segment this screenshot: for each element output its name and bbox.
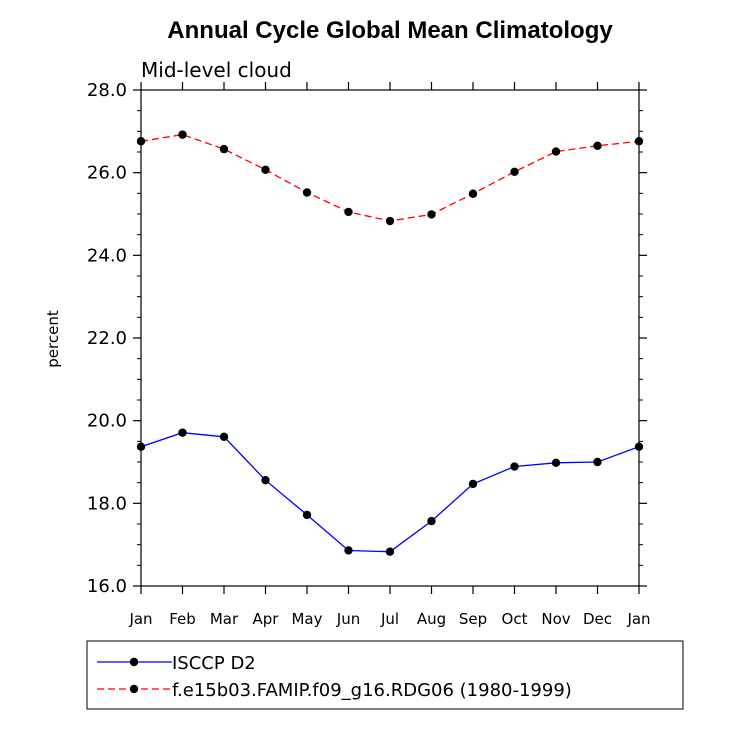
y-tick-label: 26.0 [87, 163, 127, 184]
series-1-point [551, 147, 561, 156]
legend-marker-0 [129, 657, 139, 667]
series-0-point [468, 479, 478, 489]
legend: ISCCP D2 f.e15b03.FAMIP.f09_g16.RDG06 (19… [86, 640, 684, 710]
series-1-point [510, 167, 519, 177]
series-1-point [593, 141, 602, 150]
series-line-0 [140, 432, 640, 553]
series-1-point [219, 144, 229, 154]
plot-frame [140, 89, 640, 587]
y-tick-label: 18.0 [87, 493, 127, 514]
x-tick-label: Feb [169, 610, 196, 628]
series-1-point [468, 189, 478, 198]
y-tick-label: 28.0 [87, 80, 127, 101]
x-tick-label: Nov [541, 610, 570, 628]
series-0-point [593, 457, 602, 467]
series-1-point [344, 207, 353, 217]
x-tick-label: Dec [583, 610, 612, 628]
x-tick-label: Mar [210, 610, 239, 628]
chart-title: Annual Cycle Global Mean Climatology [167, 17, 613, 44]
x-tick-label: Oct [502, 610, 528, 628]
y-tick-label: 20.0 [87, 411, 127, 432]
legend-label-0: ISCCP D2 [172, 653, 256, 674]
x-tick-label: Aug [417, 610, 446, 628]
series-line-1 [140, 133, 640, 222]
x-tick-label: Jun [336, 610, 360, 628]
x-tick-label: May [291, 610, 322, 628]
x-tick-label: Jul [380, 610, 399, 628]
series-1-point [385, 216, 395, 226]
series-0-point [178, 428, 187, 437]
series-0-point [344, 546, 353, 555]
series-1-point [427, 210, 436, 219]
series-1-point [178, 130, 187, 139]
x-tick-label: Jan [128, 610, 152, 628]
series-0-point [427, 516, 436, 526]
series-0-point [551, 458, 561, 468]
chart-subtitle: Mid-level cloud [141, 58, 292, 82]
x-tick-label: Sep [459, 610, 487, 628]
y-tick-label: 16.0 [87, 576, 127, 597]
legend-label-1: f.e15b03.FAMIP.f09_g16.RDG06 (1980-1999) [172, 680, 572, 701]
legend-marker-1 [129, 684, 139, 694]
legend-box [86, 640, 684, 710]
x-tick-label: Apr [253, 610, 280, 628]
y-tick-label: 22.0 [87, 328, 127, 349]
series-0-point [261, 475, 270, 485]
series-0-point [510, 462, 519, 471]
series-0-point [302, 510, 312, 520]
y-axis-label: percent [44, 310, 62, 368]
series-0-point [219, 432, 229, 441]
series-1-point [302, 188, 312, 197]
x-tick-label: Jan [626, 610, 650, 628]
series-1-point [261, 165, 270, 174]
y-tick-label: 24.0 [87, 245, 127, 266]
series-0-point [385, 547, 395, 556]
